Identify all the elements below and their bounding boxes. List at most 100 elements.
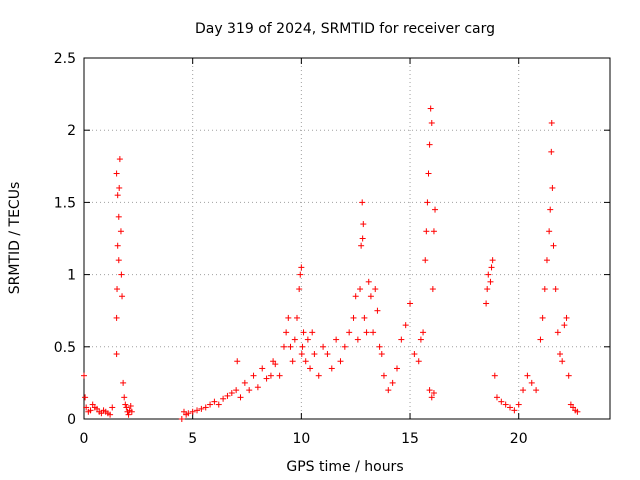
data-point [352, 293, 359, 300]
data-point [372, 286, 379, 293]
data-point [552, 286, 559, 293]
chart-title: Day 319 of 2024, SRMTID for receiver car… [195, 21, 495, 37]
data-point [426, 387, 433, 394]
data-point [122, 401, 129, 408]
data-point [220, 395, 227, 402]
data-point [370, 329, 377, 336]
gridlines [84, 58, 610, 419]
data-point [432, 206, 439, 213]
data-point [189, 408, 196, 415]
data-point [87, 407, 94, 414]
data-point [554, 329, 561, 336]
y-tick-label: 0 [67, 412, 76, 428]
data-point [294, 314, 301, 321]
data-point [114, 242, 121, 249]
data-point [300, 329, 307, 336]
data-point [304, 336, 311, 343]
data-point [548, 119, 555, 126]
y-tick-label: 2.5 [54, 51, 76, 67]
data-point [427, 105, 434, 112]
data-point [280, 343, 287, 350]
data-point [346, 329, 353, 336]
data-point [291, 336, 298, 343]
data-point [537, 336, 544, 343]
data-point [559, 358, 566, 365]
data-point [194, 407, 201, 414]
data-point [115, 257, 122, 264]
data-point [485, 271, 492, 278]
data-point [520, 387, 527, 394]
data-point [114, 286, 121, 293]
data-point [224, 392, 231, 399]
data-point [113, 170, 120, 177]
data-point [547, 206, 554, 213]
data-point [267, 372, 274, 379]
data-point [393, 365, 400, 372]
data-point [561, 322, 568, 329]
data-point [507, 404, 514, 411]
data-point [315, 372, 322, 379]
data-point [422, 257, 429, 264]
data-point [557, 351, 564, 358]
data-point [119, 293, 126, 300]
data-point [234, 358, 241, 365]
data-point [491, 372, 498, 379]
data-point [411, 351, 418, 358]
data-point [415, 358, 422, 365]
data-point [524, 372, 531, 379]
data-point [428, 394, 435, 401]
data-point [563, 314, 570, 321]
data-point [361, 314, 368, 321]
plot-frame [83, 57, 611, 420]
data-point [237, 394, 244, 401]
data-point [358, 242, 365, 249]
axis-ticks: 0 0.5 1 1.5 2 2.5 0 5 10 15 20 [54, 51, 610, 447]
data-point [302, 358, 309, 365]
data-point [228, 390, 235, 397]
data-point [423, 228, 430, 235]
data-point [398, 336, 405, 343]
data-point [272, 361, 279, 368]
data-point [498, 398, 505, 405]
data-point [202, 404, 209, 411]
data-point [502, 401, 509, 408]
data-point [113, 314, 120, 321]
data-point [289, 358, 296, 365]
data-point [118, 271, 125, 278]
data-point [385, 387, 392, 394]
data-point [380, 372, 387, 379]
data-point [354, 336, 361, 343]
data-point [493, 394, 500, 401]
data-point [117, 228, 124, 235]
data-point [543, 257, 550, 264]
data-point [82, 394, 89, 401]
data-point [483, 300, 490, 307]
data-point [297, 271, 304, 278]
data-point [311, 351, 318, 358]
data-point [357, 286, 364, 293]
x-tick-label: 15 [401, 431, 419, 447]
data-point [254, 384, 261, 391]
data-point [333, 336, 340, 343]
data-point [428, 119, 435, 126]
data-point [350, 314, 357, 321]
data-point [116, 184, 123, 191]
data-point [115, 213, 122, 220]
data-point [487, 278, 494, 285]
data-point [83, 404, 90, 411]
y-tick-label: 1.5 [54, 195, 76, 211]
data-point [211, 398, 218, 405]
data-point [341, 343, 348, 350]
x-tick-label: 20 [510, 431, 528, 447]
data-point [207, 401, 214, 408]
data-point [565, 372, 572, 379]
data-point [283, 329, 290, 336]
data-point [307, 365, 314, 372]
data-point [515, 401, 522, 408]
data-point [489, 257, 496, 264]
data-point [299, 343, 306, 350]
data-point [407, 300, 414, 307]
data-point [430, 390, 437, 397]
data-point [298, 264, 305, 271]
data-point [328, 365, 335, 372]
